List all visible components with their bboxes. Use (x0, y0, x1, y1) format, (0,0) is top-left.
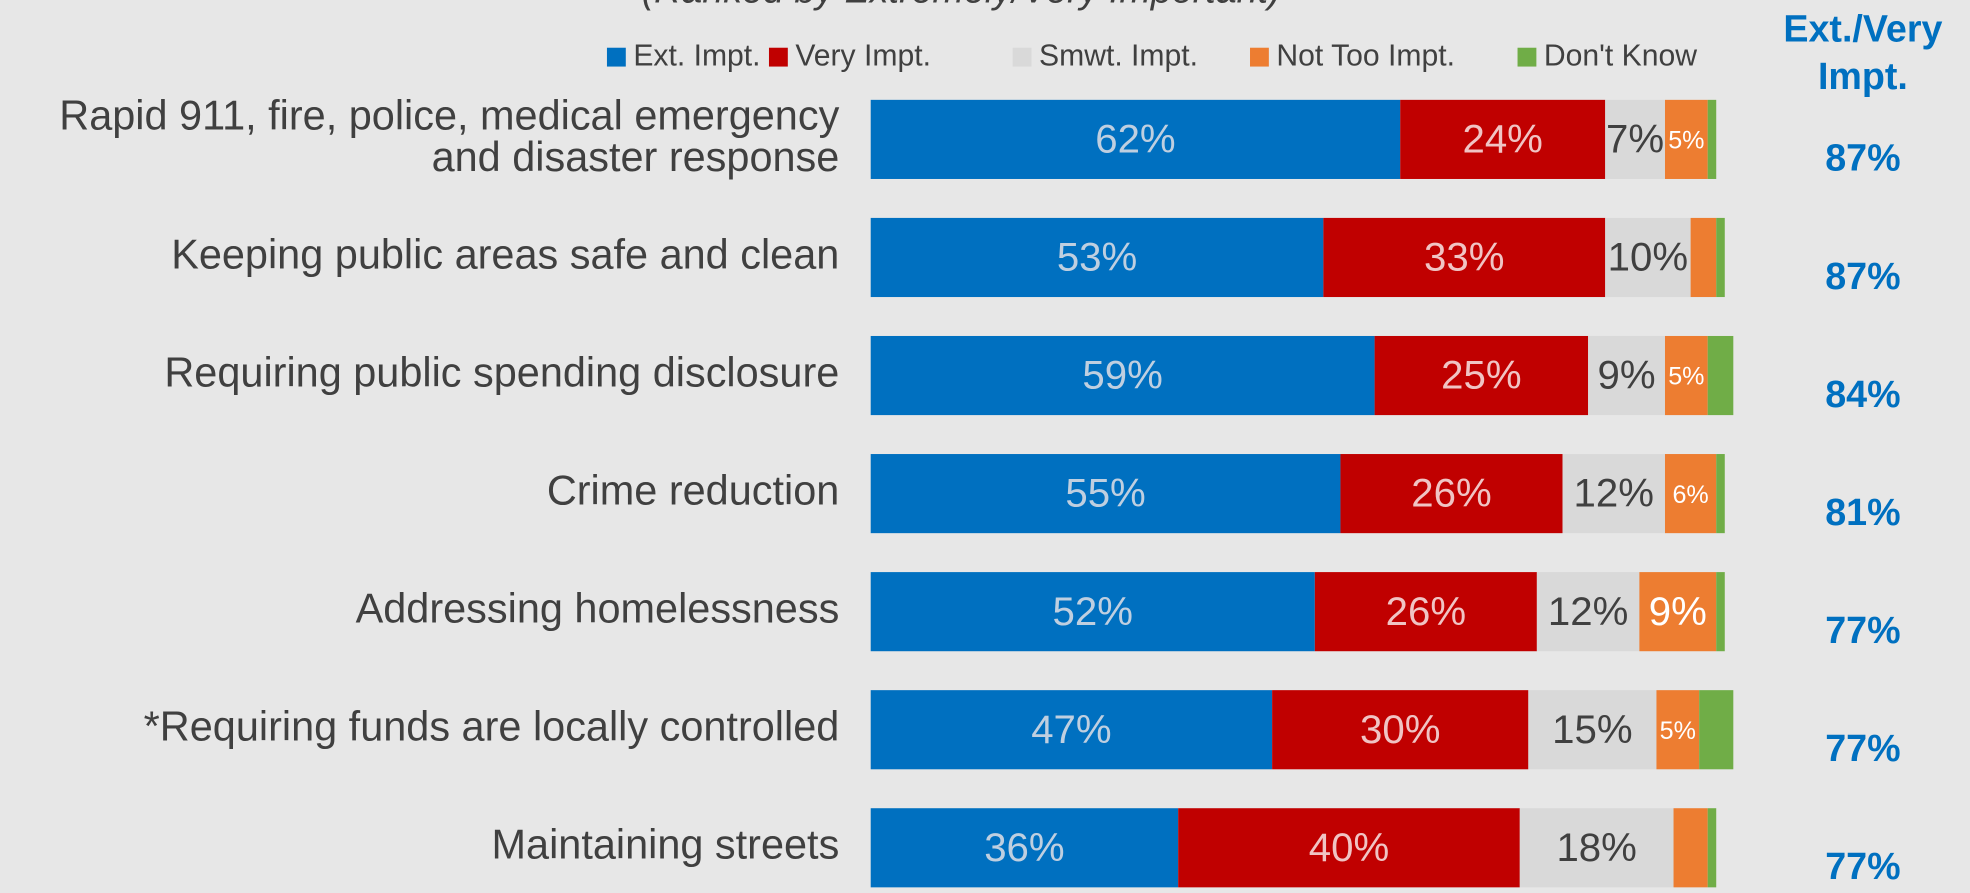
bar-segment (1707, 335, 1734, 416)
bar-segment (1707, 99, 1717, 179)
value-label: 9% (1649, 589, 1707, 634)
value-label: 5% (1660, 717, 1696, 745)
value-label: 30% (1360, 707, 1440, 752)
value-label: 12% (1574, 471, 1654, 516)
bar-segment (870, 335, 1375, 416)
bar-segment (1716, 217, 1725, 298)
totals-header: Ext./Very Impt. (1783, 7, 1942, 97)
chart-subtitle: (Ranked by Extremely/Very Important) (642, 0, 1281, 10)
total-label: 87% (1825, 255, 1900, 297)
value-label: 25% (1441, 353, 1521, 398)
value-label: 15% (1552, 707, 1632, 752)
bar-segment (1340, 454, 1563, 534)
value-label: 7% (1606, 117, 1664, 162)
bar-segment (1656, 690, 1700, 770)
legend-swatch (1250, 47, 1269, 67)
legend-label: Smwt. Impt. (1039, 40, 1198, 73)
bar-segment (870, 572, 1315, 652)
bar-segment (1605, 217, 1691, 298)
value-label: 47% (1031, 707, 1111, 752)
value-label: 33% (1424, 235, 1504, 280)
category-label: Crime reduction (547, 467, 839, 514)
bar-segment (1178, 808, 1520, 888)
total-label: 77% (1825, 727, 1900, 769)
bar-segment (1639, 572, 1717, 652)
legend-swatch (768, 47, 788, 67)
legend-swatch (1012, 47, 1032, 67)
bar-segment (1536, 572, 1640, 652)
value-label: 12% (1548, 589, 1628, 634)
bar-segment (1673, 808, 1708, 888)
legend-swatch (1517, 47, 1537, 67)
value-label: 40% (1309, 825, 1389, 870)
category-label: Addressing homelessness (356, 585, 840, 632)
legend-swatch (606, 47, 626, 67)
value-label: 59% (1082, 353, 1162, 398)
total-label: 87% (1825, 137, 1900, 179)
bar-segment (870, 99, 1401, 179)
bar-segment (870, 454, 1341, 534)
legend-label: Not Too Impt. (1276, 40, 1455, 73)
total-label: 84% (1825, 373, 1900, 415)
total-label: 81% (1825, 491, 1900, 533)
bar-segment (870, 217, 1324, 298)
value-label: 62% (1095, 117, 1175, 162)
bar-segment (1716, 454, 1725, 534)
bar-segment (1562, 454, 1665, 534)
bar-segment (1716, 572, 1725, 652)
legend-label: Very Impt. (795, 40, 931, 73)
value-label: 53% (1057, 235, 1137, 280)
bar-segment (870, 808, 1179, 888)
value-label: 26% (1411, 471, 1491, 516)
value-label: 18% (1556, 825, 1636, 870)
bar-segment (1690, 217, 1717, 298)
category-label: Requiring public spending disclosure (164, 348, 839, 395)
bar-segment (1664, 99, 1708, 179)
bar-segment (1588, 335, 1665, 416)
bar-segment (1374, 335, 1589, 416)
total-label: 77% (1825, 609, 1900, 651)
legend-label: Don't Know (1544, 40, 1697, 73)
value-label: 36% (984, 825, 1064, 870)
category-label: *Requiring funds are locally controlled (144, 703, 840, 750)
value-label: 9% (1598, 353, 1656, 398)
category-label: Maintaining streets (492, 821, 840, 868)
bar-segment (1707, 808, 1717, 888)
legend-label: Ext. Impt. (633, 40, 760, 73)
bar-segment (1528, 690, 1657, 770)
bar-segment (1605, 99, 1665, 179)
value-label: 6% (1672, 481, 1708, 509)
bar-segment (1664, 454, 1717, 534)
category-label: Rapid 911, fire, police, medical emergen… (59, 92, 839, 180)
value-label: 5% (1668, 363, 1704, 391)
bar-segment (1664, 335, 1708, 416)
value-label: 52% (1053, 589, 1133, 634)
value-label: 5% (1668, 127, 1704, 155)
value-label: 24% (1462, 117, 1542, 162)
value-label: 55% (1065, 471, 1145, 516)
bar-segment (1699, 690, 1734, 770)
bar-segment (1519, 808, 1674, 888)
value-label: 26% (1386, 589, 1466, 634)
value-label: 10% (1608, 235, 1688, 280)
category-label: Keeping public areas safe and clean (171, 230, 839, 277)
total-label: 77% (1825, 845, 1900, 887)
bar-segment (1400, 99, 1606, 179)
bar-segment (1323, 217, 1606, 298)
bar-segment (1272, 690, 1529, 770)
bar-segment (1314, 572, 1537, 652)
bar-segment (870, 690, 1273, 770)
